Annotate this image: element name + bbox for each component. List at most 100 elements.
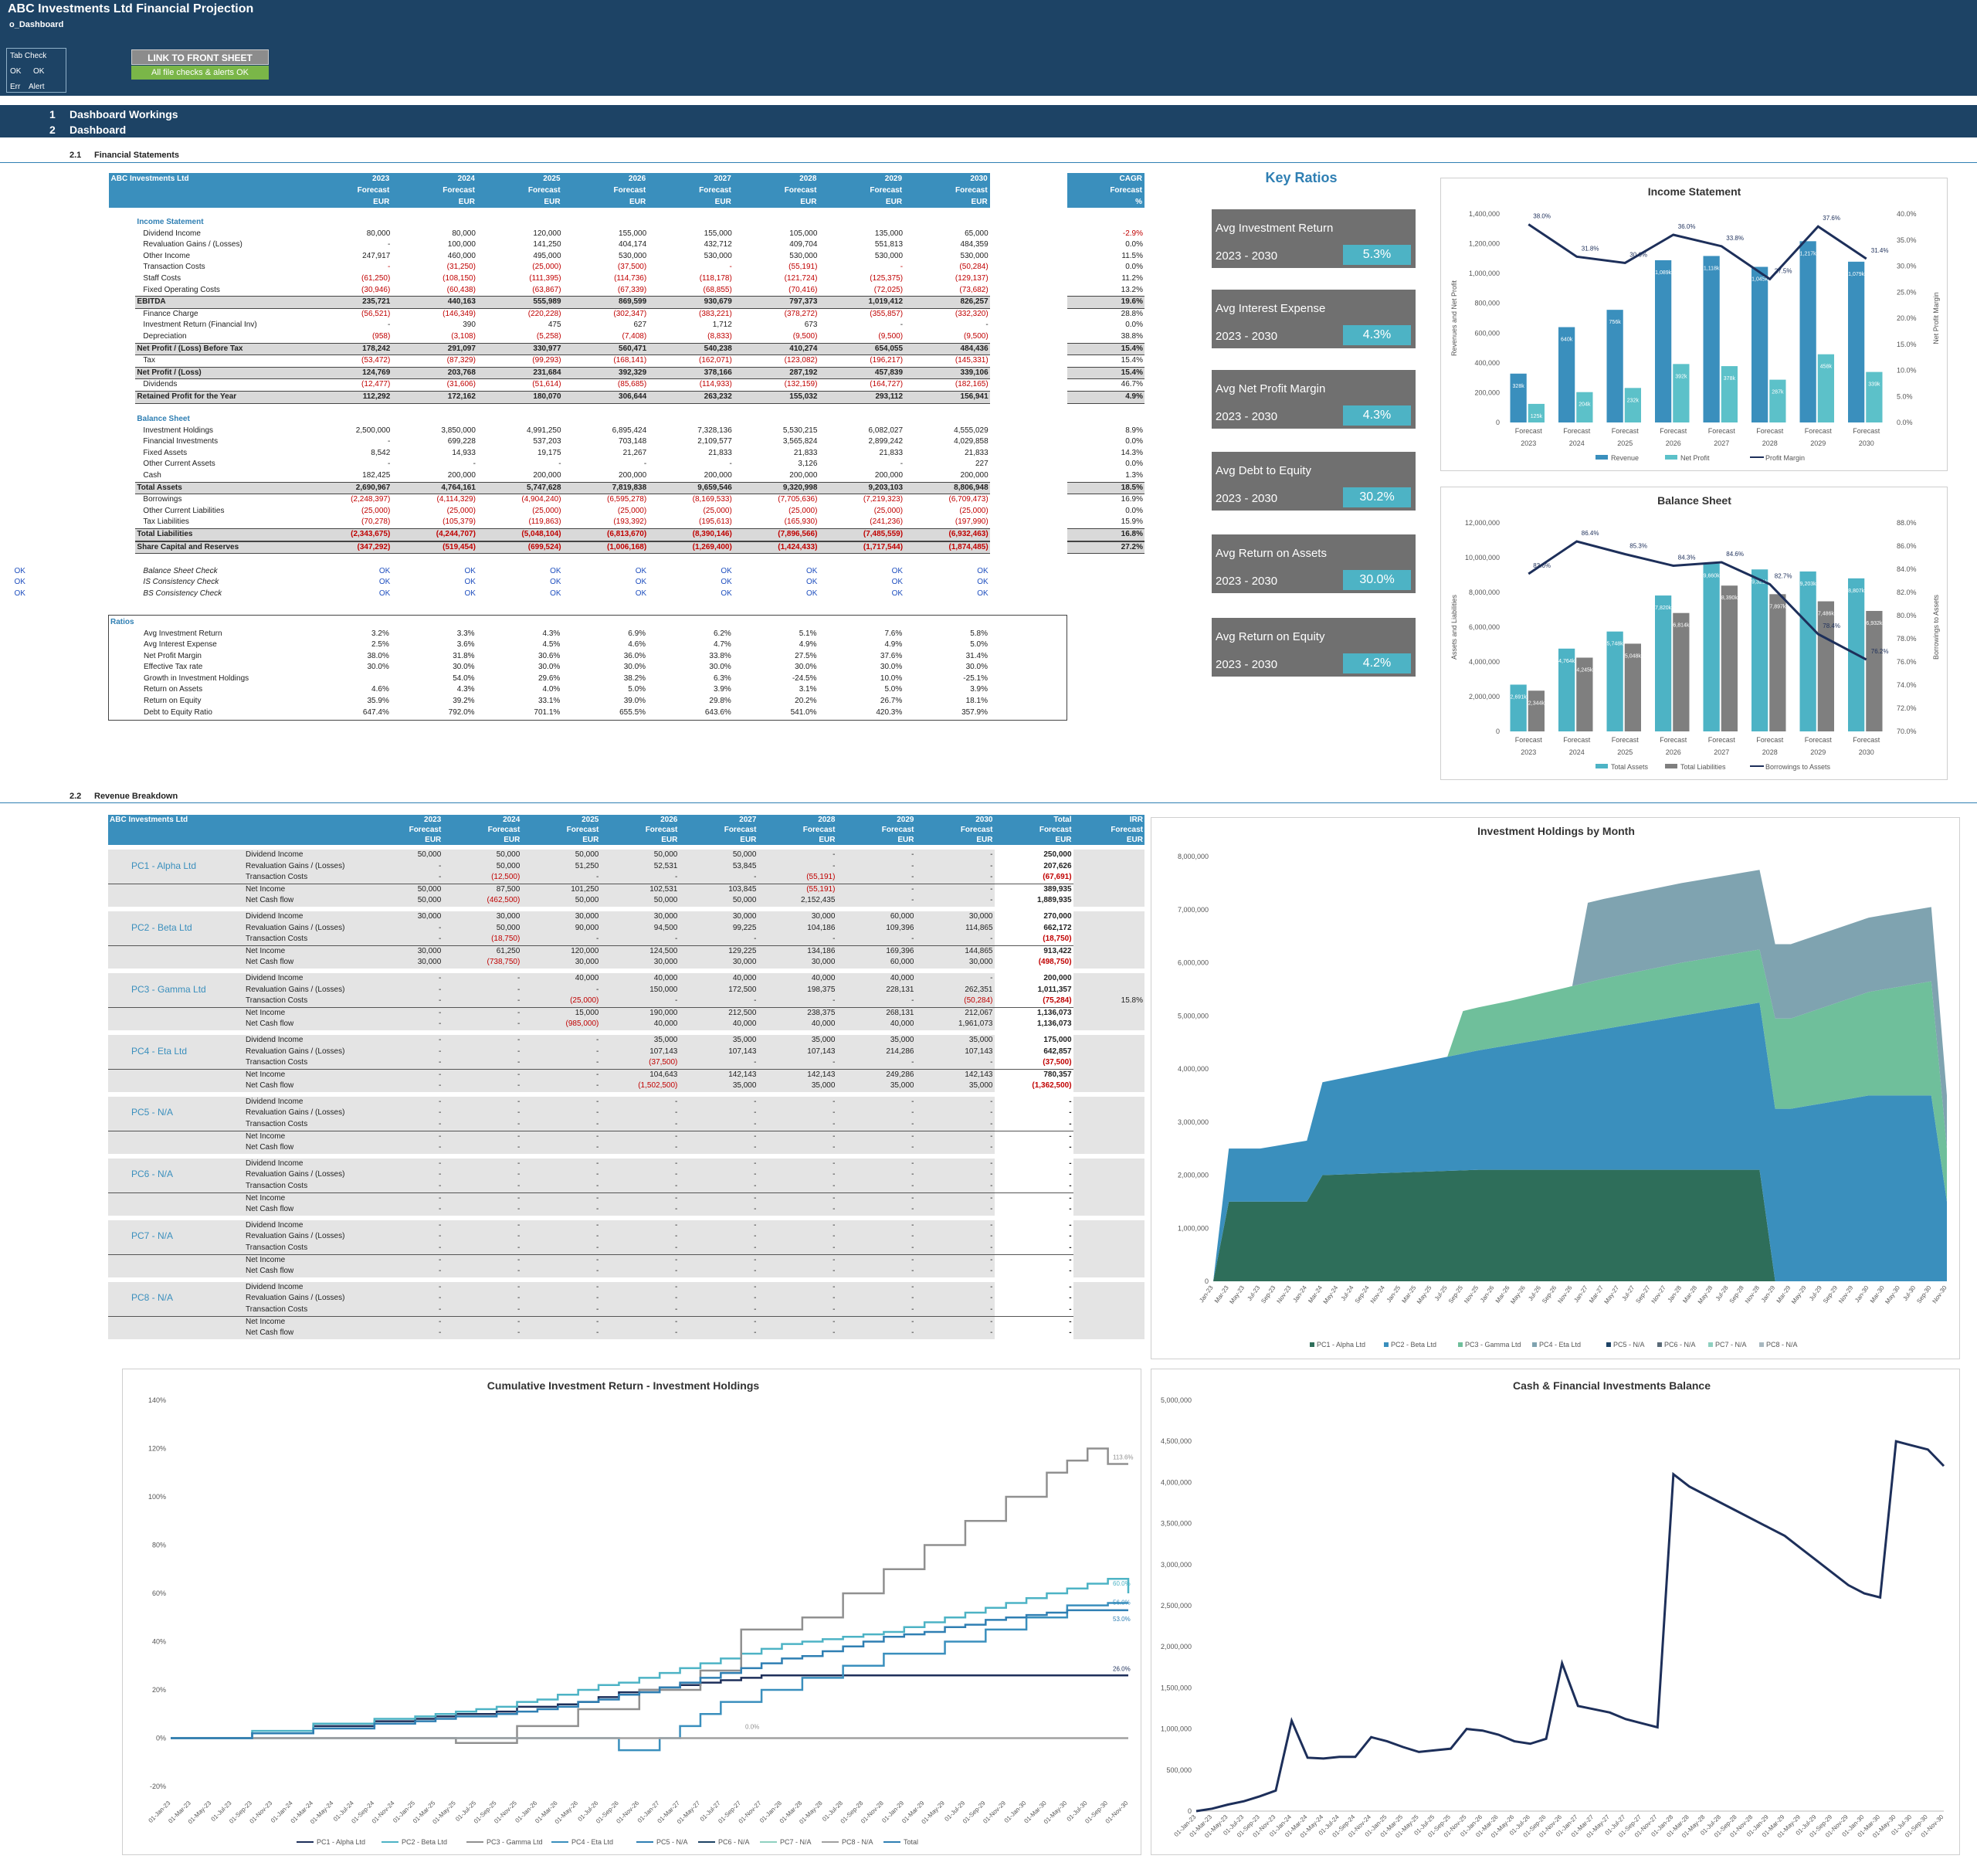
rb-cell: 249,286 <box>836 1068 916 1081</box>
rb-cell: 169,396 <box>836 945 916 958</box>
rb-cell: - <box>364 1192 443 1205</box>
fs-cagr-cell: 0.0% <box>1125 321 1143 330</box>
rb-cell: 150,000 <box>649 985 678 994</box>
legend-swatch <box>1606 1342 1611 1347</box>
bar-primary <box>1703 256 1720 422</box>
rb-cell: 175,000 <box>994 1034 1073 1047</box>
fs-row-label: Other Current Assets <box>143 460 215 469</box>
rb-cell: - <box>915 1130 995 1143</box>
y2-axis-label: Net Profit Margin <box>1932 292 1940 344</box>
fs-cell: 156,941 <box>904 390 990 404</box>
chart-title: Income Statement <box>1648 185 1741 198</box>
rb-row-label: Net Cash flow <box>246 1267 294 1276</box>
end-value-label: 0.0% <box>745 1724 759 1731</box>
bar-primary <box>1510 684 1527 731</box>
rb-cell: - <box>675 1220 678 1230</box>
fs-cell: (195,613) <box>698 517 732 527</box>
rb-cell: 30,000 <box>417 958 442 967</box>
fs-cell: (7,705,636) <box>778 495 818 504</box>
rb-row-label: Dividend Income <box>246 911 304 921</box>
ratio-label: Return on Assets <box>143 685 203 694</box>
rb-row: Net Cash flow 30,000 (738,750) 30,000 30,000… <box>108 957 1144 969</box>
x-tick-label: May-30 <box>1884 1284 1901 1305</box>
rb-row: Net Income - - - - - - - - - <box>108 1192 1144 1205</box>
ratio-cell: 5.1% <box>799 629 817 638</box>
rb-row-label: Net Income <box>108 945 365 958</box>
rb-cell: - <box>438 1159 442 1168</box>
fs-cell: 460,000 <box>447 251 476 260</box>
line-data-label: 83.6% <box>1533 562 1551 569</box>
bar-secondary <box>1866 371 1883 422</box>
rb-cell: (25,000) <box>570 996 599 1006</box>
tab-check-box: Tab Check OK OK Err Alert <box>6 48 66 93</box>
fs-cell: (118,178) <box>699 273 732 283</box>
line-data-label: 30.6% <box>1629 251 1647 258</box>
rb-cell: - <box>600 1192 680 1205</box>
rb-row-label: Transaction Costs <box>246 1243 308 1252</box>
section-1-title[interactable]: Dashboard Workings <box>70 108 178 120</box>
rb-cell: - <box>833 1304 836 1314</box>
rb-cell: - <box>754 1205 757 1214</box>
rb-row: Transaction Costs - - (25,000) - - - - (50,284)(… <box>108 996 1144 1008</box>
rb-cell: - <box>754 1267 757 1276</box>
subsection-2-2-number: 2.2 <box>70 792 82 801</box>
key-ratio-name: Avg Return on Assets <box>1216 547 1327 560</box>
x-category-label: 2029 <box>1810 439 1826 447</box>
fs-cell: (6,595,278) <box>607 495 647 504</box>
ratio-cell: 39.2% <box>453 697 475 706</box>
rb-row: Transaction Costs - (18,750) - - - - - - (18,750) <box>108 934 1144 946</box>
bar-primary <box>1751 266 1768 422</box>
series-line <box>171 1609 1128 1739</box>
link-front-sheet-button[interactable]: LINK TO FRONT SHEET <box>131 49 269 65</box>
fs-row <box>109 494 1145 495</box>
rb-cell: - <box>596 1294 599 1303</box>
fs-cell: (8,833) <box>707 331 732 341</box>
key-ratio-name: Avg Interest Expense <box>1216 302 1326 315</box>
fs-row-label: Other Current Liabilities <box>143 506 225 515</box>
rb-cell: - <box>994 1231 1073 1243</box>
y-tick-label: 1,400,000 <box>1469 210 1500 218</box>
ratio-cell: 4.7% <box>713 640 731 650</box>
ratio-cell: 37.6% <box>880 651 903 660</box>
ratio-cell: 39.0% <box>623 697 646 706</box>
check-cell: OK <box>805 589 818 598</box>
fs-cell: 105,000 <box>789 229 818 238</box>
rb-cell: - <box>911 935 914 944</box>
rb-year-header: Forecast <box>836 825 916 835</box>
ratio-cell: 5.0% <box>628 685 646 694</box>
bar-data-label: 1,118k <box>1704 266 1720 271</box>
x-tick-label: Jul-29 <box>1808 1284 1823 1302</box>
fs-cell: (4,244,707) <box>392 528 477 541</box>
rb-cell: - <box>990 1058 993 1067</box>
fs-cell: 65,000 <box>965 229 988 238</box>
rb-cell: 40,000 <box>811 1019 836 1029</box>
section-2-title[interactable]: Dashboard <box>70 124 127 136</box>
rb-cell: - <box>438 1081 442 1091</box>
rb-cell: - <box>994 1169 1073 1182</box>
rb-cell: 212,067 <box>915 1006 995 1019</box>
x-tick-label: May-28 <box>1697 1284 1714 1305</box>
fs-cell: (51,614) <box>532 380 561 389</box>
rb-cell: - <box>994 1119 1073 1131</box>
section-1-number: 1 <box>49 108 56 120</box>
line-data-label: 85.3% <box>1629 543 1647 550</box>
fs-cell: 560,471 <box>562 342 649 356</box>
fs-cell: (196,217) <box>870 356 904 365</box>
ratio-cell: 31.8% <box>453 651 475 660</box>
rb-cell: 268,131 <box>836 1006 916 1019</box>
x-tick-label: Nov-29 <box>1837 1284 1854 1305</box>
chart-title: Cumulative Investment Return - Investmen… <box>487 1379 760 1392</box>
line-data-label: 27.5% <box>1775 267 1792 274</box>
rb-cell: - <box>990 1205 993 1214</box>
rb-row: Net Cash flow - - - - - - - - - <box>108 1204 1144 1216</box>
rb-cell: - <box>833 1294 836 1303</box>
rb-cell: - <box>596 873 599 882</box>
key-ratio-period: 2023 - 2030 <box>1216 658 1278 671</box>
x-category-top: Forecast <box>1708 736 1736 744</box>
area-layer <box>1213 949 1947 1281</box>
rb-cell: - <box>517 1282 521 1291</box>
bar-data-label: 9,660k <box>1704 574 1721 579</box>
rb-irr-cell <box>1073 860 1144 873</box>
fs-cell: 404,174 <box>619 240 647 249</box>
rb-cell: - <box>911 1267 914 1276</box>
